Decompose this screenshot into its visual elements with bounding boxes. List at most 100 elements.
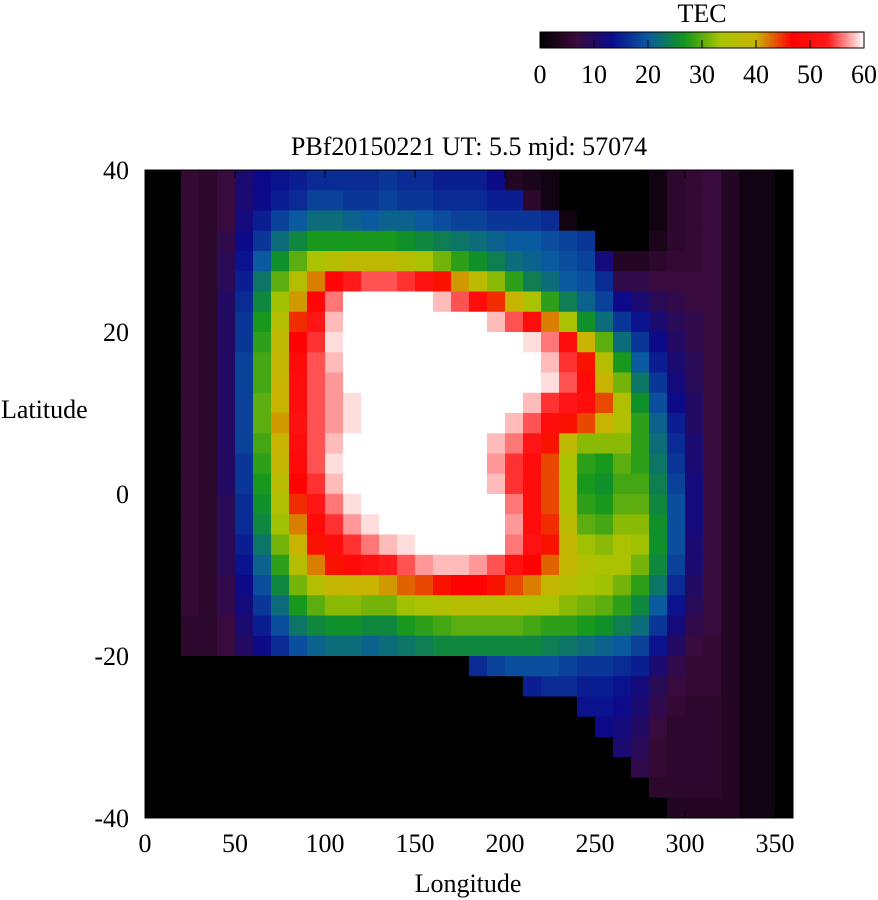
heatmap-cell [415,676,434,698]
heatmap-cell [595,777,614,799]
heatmap-cell [613,737,632,758]
heatmap-cell [703,473,722,495]
heatmap-cell [217,271,236,293]
heatmap-cell [595,534,614,556]
heatmap-cell [667,230,686,252]
heatmap-cell [343,170,362,191]
heatmap-cell [649,777,668,799]
colorbar-ticks: 0 10 20 30 40 50 60 [534,40,877,89]
heatmap-cell [379,291,398,313]
heatmap-cell [541,575,560,596]
heatmap-cell [451,696,470,718]
heatmap-cell [343,696,362,718]
heatmap-cell [649,737,668,758]
heatmap-cell [379,311,398,333]
heatmap-cell [235,230,254,252]
heatmap-cell [307,251,326,272]
heatmap-cell [505,514,524,536]
heatmap-cell [505,635,524,657]
heatmap-cell [415,777,434,799]
heatmap-cell [469,170,488,191]
heatmap-cell [559,210,578,232]
heatmap-cell [433,595,452,617]
heatmap-cell [685,230,704,252]
heatmap-cell [415,352,434,374]
heatmap-cell [235,332,254,353]
heatmap-cell [595,494,614,515]
heatmap-cell [289,311,308,333]
heatmap-cell [217,656,236,677]
heatmap-cell [757,413,776,434]
heatmap-cell [505,433,524,455]
heatmap-cell [703,534,722,556]
heatmap-cell [433,251,452,272]
heatmap-cell [199,696,218,718]
heatmap-cell [559,291,578,313]
heatmap-cell [145,777,164,799]
y-axis-label: Latitude [1,395,88,424]
heatmap-cell [415,696,434,718]
heatmap-cell [505,696,524,718]
heatmap-cell [271,696,290,718]
heatmap-cell [703,271,722,293]
heatmap-cell [703,251,722,272]
heatmap-cell [631,615,650,637]
heatmap-cell [595,595,614,617]
heatmap-cell [505,595,524,617]
heatmap-cell [145,230,164,252]
heatmap-cell [235,696,254,718]
heatmap-cell [199,291,218,313]
heatmap-cell [721,332,740,353]
heatmap-cell [577,230,596,252]
heatmap-cell [685,453,704,475]
heatmap-cell [415,635,434,657]
heatmap-cell [289,514,308,536]
heatmap-cell [253,534,272,556]
heatmap-cell [343,311,362,333]
heatmap-cell [487,170,506,191]
heatmap-cell [757,433,776,455]
heatmap-cell [559,433,578,455]
heatmap-cell [343,554,362,576]
heatmap-cell [487,737,506,758]
heatmap-cell [631,392,650,414]
heatmap-cell [487,757,506,779]
heatmap-cell [541,595,560,617]
heatmap-cell [325,251,344,272]
heatmap-cell [451,656,470,677]
heatmap-cell [289,575,308,596]
heatmap-cell [325,352,344,374]
heatmap-cell [415,473,434,495]
heatmap-cell [721,473,740,495]
heatmap-cell [649,757,668,779]
x-tick-label: 300 [666,829,705,858]
heatmap-cell [649,271,668,293]
heatmap-cell [343,514,362,536]
heatmap-cell [487,494,506,515]
heatmap-cell [181,676,200,698]
heatmap-cell [253,392,272,414]
heatmap-cell [667,595,686,617]
heatmap-cell [757,656,776,677]
heatmap-cell [703,615,722,637]
heatmap-cell [559,534,578,556]
heatmap-cell [253,413,272,434]
heatmap-cell [271,615,290,637]
heatmap-cell [541,716,560,738]
heatmap-cell [631,473,650,495]
heatmap-cell [559,696,578,718]
heatmap-cell [235,656,254,677]
heatmap-cell [721,797,740,818]
heatmap-cell [487,311,506,333]
heatmap-cell [577,494,596,515]
heatmap-cell [307,311,326,333]
heatmap-cell [289,494,308,515]
heatmap-cell [559,413,578,434]
heatmap-cell [235,615,254,637]
heatmap-cell [739,473,758,495]
heatmap-cell [523,757,542,779]
heatmap-cell [433,534,452,556]
heatmap-cell [451,190,470,212]
heatmap-cell [307,575,326,596]
heatmap-cell [361,433,380,455]
